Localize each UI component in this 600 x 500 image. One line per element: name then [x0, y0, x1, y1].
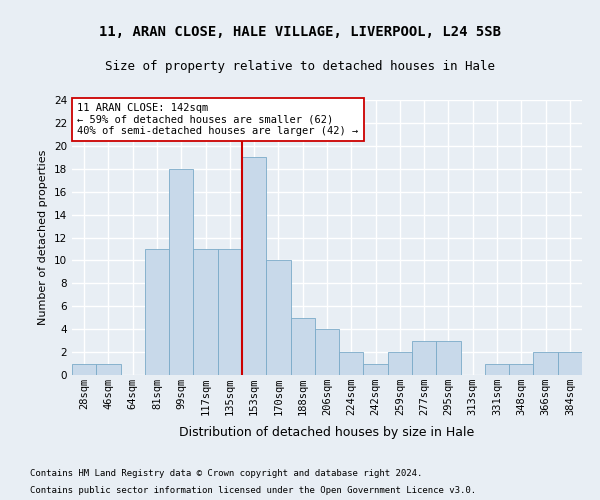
Bar: [558, 352, 582, 375]
Text: 11, ARAN CLOSE, HALE VILLAGE, LIVERPOOL, L24 5SB: 11, ARAN CLOSE, HALE VILLAGE, LIVERPOOL,…: [99, 25, 501, 39]
Bar: [145, 249, 169, 375]
X-axis label: Distribution of detached houses by size in Hale: Distribution of detached houses by size …: [179, 426, 475, 440]
Y-axis label: Number of detached properties: Number of detached properties: [38, 150, 49, 325]
Text: Contains public sector information licensed under the Open Government Licence v3: Contains public sector information licen…: [30, 486, 476, 495]
Bar: [364, 364, 388, 375]
Bar: [193, 249, 218, 375]
Bar: [315, 329, 339, 375]
Bar: [72, 364, 96, 375]
Bar: [436, 340, 461, 375]
Bar: [485, 364, 509, 375]
Bar: [388, 352, 412, 375]
Bar: [509, 364, 533, 375]
Bar: [169, 169, 193, 375]
Bar: [290, 318, 315, 375]
Bar: [412, 340, 436, 375]
Bar: [266, 260, 290, 375]
Bar: [339, 352, 364, 375]
Text: Contains HM Land Registry data © Crown copyright and database right 2024.: Contains HM Land Registry data © Crown c…: [30, 468, 422, 477]
Text: Size of property relative to detached houses in Hale: Size of property relative to detached ho…: [105, 60, 495, 73]
Text: 11 ARAN CLOSE: 142sqm
← 59% of detached houses are smaller (62)
40% of semi-deta: 11 ARAN CLOSE: 142sqm ← 59% of detached …: [77, 103, 358, 136]
Bar: [218, 249, 242, 375]
Bar: [533, 352, 558, 375]
Bar: [96, 364, 121, 375]
Bar: [242, 158, 266, 375]
